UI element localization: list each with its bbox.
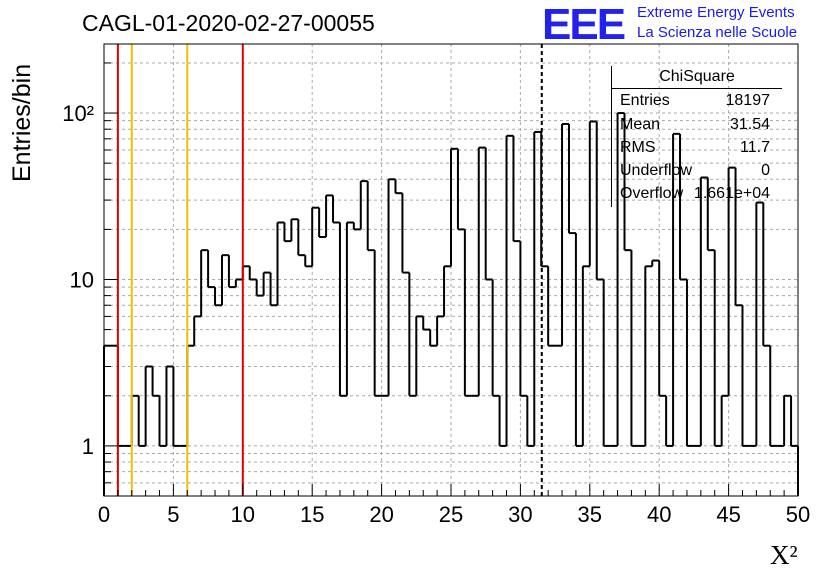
y-tick-label: 10 bbox=[70, 267, 94, 292]
stats-key: Overflow bbox=[620, 185, 684, 202]
stats-box: ChiSquare Entries 18197 Mean 31.54 RMS 1… bbox=[611, 66, 782, 207]
y-axis-label: Entries/bin bbox=[8, 63, 36, 182]
chart-title: CAGL-01-2020-02-27-00055 bbox=[82, 10, 375, 36]
x-tick-label: 40 bbox=[647, 502, 671, 527]
stats-value: 31.54 bbox=[729, 116, 770, 133]
x-tick-label: 20 bbox=[369, 502, 393, 527]
x-tick-label: 30 bbox=[508, 502, 532, 527]
x-tick-label: 5 bbox=[167, 502, 179, 527]
stats-title: ChiSquare bbox=[612, 66, 782, 89]
stats-value: 11.7 bbox=[740, 139, 770, 156]
logo-tagline-2: La Scienza nelle Scuole bbox=[637, 24, 798, 41]
stats-value: 1.661e+04 bbox=[693, 185, 770, 202]
stats-value: 18197 bbox=[725, 92, 771, 109]
stats-key: Underflow bbox=[620, 162, 693, 179]
x-tick-label: 50 bbox=[786, 502, 810, 527]
x-tick-label: 0 bbox=[98, 502, 110, 527]
x-tick-label: 25 bbox=[439, 502, 463, 527]
x-tick-label: 45 bbox=[716, 502, 740, 527]
reference-lines bbox=[116, 44, 543, 496]
stats-key: Mean bbox=[620, 116, 661, 133]
y-tick-label: 10² bbox=[62, 101, 94, 126]
logo-tagline-1: Extreme Energy Events bbox=[637, 4, 795, 21]
grid-lines bbox=[104, 44, 798, 496]
stats-key: Entries bbox=[620, 92, 670, 109]
x-tick-label: 35 bbox=[578, 502, 602, 527]
x-tick-label: 10 bbox=[231, 502, 255, 527]
y-tick-label: 1 bbox=[82, 434, 94, 459]
eee-logo: EEE bbox=[542, 0, 626, 49]
x-tick-label: 15 bbox=[300, 502, 324, 527]
x-axis-label: X² bbox=[770, 540, 798, 570]
axis-ticks: 0 5 10 15 20 25 30 35 40 45 50 1 10 10² bbox=[62, 62, 810, 527]
stats-value: 0 bbox=[761, 162, 770, 179]
stats-key: RMS bbox=[620, 139, 656, 156]
